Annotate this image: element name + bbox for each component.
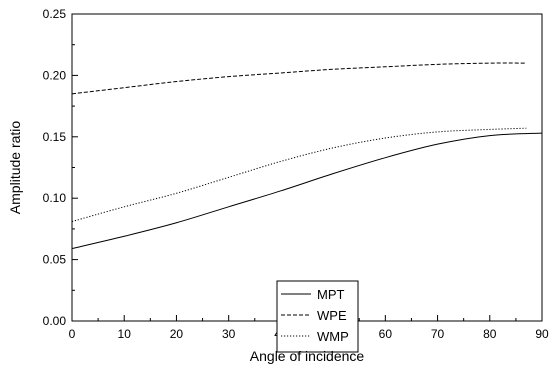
x-tick-label: 0 xyxy=(69,327,76,341)
x-tick-label: 20 xyxy=(170,327,184,341)
x-tick-label: 90 xyxy=(535,327,549,341)
y-axis-title: Amplitude ratio xyxy=(7,121,23,215)
series-line-mpt xyxy=(71,132,543,250)
y-tick-label: 0.05 xyxy=(43,253,67,267)
x-tick-label: 30 xyxy=(222,327,236,341)
y-tick-label: 0.20 xyxy=(43,68,67,82)
y-tick-label: 0.15 xyxy=(43,130,67,144)
plot-frame xyxy=(71,13,543,322)
series-line-wmp xyxy=(71,127,527,223)
x-axis-title: Angle of incidence xyxy=(250,348,365,364)
legend-box xyxy=(276,280,359,353)
x-tick-label: 70 xyxy=(431,327,445,341)
series-line-wpe xyxy=(71,62,527,95)
legend-label-mpt: MPT xyxy=(317,287,345,302)
x-tick-label: 80 xyxy=(483,327,497,341)
y-tick-label: 0.00 xyxy=(43,314,67,328)
x-tick-label: 10 xyxy=(118,327,132,341)
y-tick-label: 0.25 xyxy=(43,7,67,21)
legend-label-wpe: WPE xyxy=(317,308,347,323)
y-tick-label: 0.10 xyxy=(43,191,67,205)
x-tick-label: 60 xyxy=(379,327,393,341)
legend-label-wmp: WMP xyxy=(317,329,349,344)
